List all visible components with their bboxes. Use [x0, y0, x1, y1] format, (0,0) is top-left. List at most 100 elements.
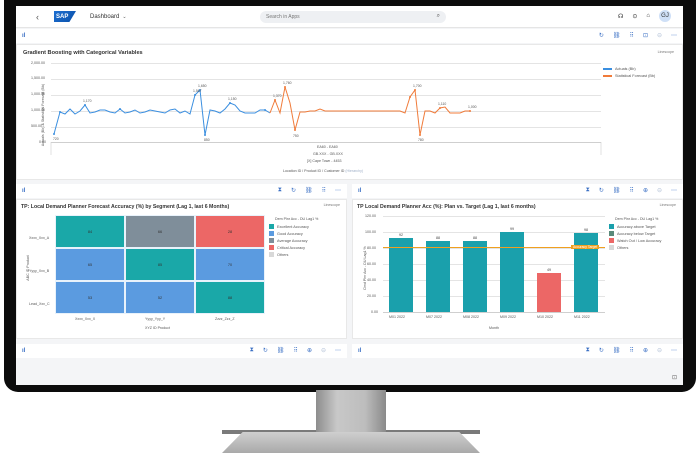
sap-logo[interactable]: SAP	[54, 11, 76, 22]
bar-m07[interactable]	[426, 241, 450, 312]
svg-text:850: 850	[204, 138, 210, 142]
chart-type-icon[interactable]: ıl	[22, 188, 26, 194]
refresh-icon[interactable]: ↻	[598, 348, 604, 354]
chart-type-icon[interactable]: ıl	[358, 188, 362, 194]
bar-m10[interactable]	[537, 273, 561, 312]
page-icon[interactable]: ⊡	[671, 375, 677, 381]
legend-item[interactable]: Accuracy below Target	[609, 231, 655, 236]
heatmap-cell[interactable]: 85	[125, 248, 195, 281]
refresh-icon[interactable]: ↻	[598, 188, 604, 194]
legend-line-swatch	[603, 75, 612, 77]
expand-icon[interactable]: ⠿	[629, 188, 634, 194]
x-tick: M01 2022	[389, 315, 405, 319]
legend-item[interactable]: Good Accuracy	[269, 231, 303, 236]
avatar[interactable]: GJ	[659, 10, 671, 22]
link-icon[interactable]: ⛓	[612, 188, 621, 194]
legend-item[interactable]: Average Accuracy	[269, 238, 308, 243]
heatmap-cell[interactable]: 66	[125, 215, 195, 248]
y-tick: 500.00	[31, 124, 42, 128]
help-icon[interactable]: ⊙	[632, 13, 638, 20]
zoom-out-icon[interactable]: ⊖	[656, 33, 662, 39]
svg-text:720: 720	[53, 137, 59, 141]
zoom-in-icon[interactable]: ⊕	[642, 348, 648, 354]
refresh-icon[interactable]: ↻	[290, 188, 296, 194]
refresh-icon[interactable]: ↻	[262, 348, 268, 354]
filter-icon[interactable]: ⧗	[249, 347, 254, 353]
legend-swatch	[269, 231, 274, 236]
search-placeholder: Search in Apps	[266, 14, 300, 20]
zoom-in-icon[interactable]: ⊕	[306, 348, 312, 354]
svg-text:1,170: 1,170	[83, 99, 92, 103]
more-icon[interactable]: ⋯	[671, 188, 677, 194]
legend-label: Good Accuracy	[277, 231, 303, 236]
legend-item[interactable]: Watch Out / Low Accuracy	[609, 238, 661, 243]
row-label: Xxxx_Xxx_A	[29, 236, 50, 240]
grid-icon[interactable]: ⠿	[629, 33, 634, 39]
heatmap-cell[interactable]: 84	[55, 215, 125, 248]
x-tick: M10 2022	[537, 315, 553, 319]
legend-item-actuals[interactable]: Actuals (Bb)	[603, 67, 636, 71]
heatmap-cell[interactable]: 28	[195, 215, 265, 248]
chart-type-icon[interactable]: ıl	[22, 33, 26, 39]
heatmap-cell[interactable]: 53	[55, 281, 125, 314]
more-icon[interactable]: ⋯	[671, 33, 677, 39]
search-icon[interactable]: ⌕	[436, 13, 440, 19]
svg-text:1,150: 1,150	[228, 97, 237, 101]
bar-m09[interactable]	[500, 232, 524, 312]
corner-label: Linescope	[659, 203, 676, 207]
x-axis-label: Month	[489, 326, 499, 330]
heatmap-cell[interactable]: 70	[195, 248, 265, 281]
legend-item[interactable]: Excellent Accuracy	[269, 224, 309, 229]
heatmap-cell[interactable]: 52	[125, 281, 195, 314]
search-input[interactable]: Search in Apps ⌕	[260, 11, 446, 23]
y-tick: 0.00	[371, 310, 378, 314]
more-icon[interactable]: ⋯	[335, 188, 341, 194]
expand-icon[interactable]: ⠿	[629, 348, 634, 354]
more-icon[interactable]: ⋯	[335, 348, 341, 354]
legend-title: Dem Plnr Acc - DU Lag1 %	[275, 217, 319, 221]
link-icon[interactable]: ⛓	[612, 33, 621, 39]
table-icon[interactable]: ⊡	[642, 33, 648, 39]
y-tick: 40.00	[367, 278, 376, 282]
chevron-down-icon[interactable]: ⌄	[122, 13, 127, 20]
expand-icon[interactable]: ⠿	[293, 348, 298, 354]
svg-text:750: 750	[293, 134, 299, 138]
gridline	[383, 232, 605, 233]
filter-icon[interactable]: ⧗	[277, 187, 282, 193]
legend-item[interactable]: Accuracy above Target	[609, 224, 656, 229]
bar-value: 98	[584, 228, 588, 232]
link-icon[interactable]: ⛓	[304, 188, 313, 194]
gridline	[51, 63, 601, 64]
legend-item[interactable]: Others	[269, 252, 288, 257]
legend-item[interactable]: Others	[609, 245, 628, 250]
link-icon[interactable]: ⛓	[612, 348, 621, 354]
app-title[interactable]: Dashboard	[90, 13, 120, 20]
y-tick: 60.00	[367, 262, 376, 266]
bar-m08[interactable]	[463, 241, 487, 312]
link-icon[interactable]: ⛓	[276, 348, 285, 354]
zoom-out-icon[interactable]: ⊖	[656, 188, 662, 194]
expand-icon[interactable]: ⠿	[321, 188, 326, 194]
back-icon[interactable]: ‹	[36, 11, 39, 22]
legend-item[interactable]: Critical Accuracy	[269, 245, 305, 250]
legend-label: Others	[617, 245, 629, 250]
bell-icon[interactable]: ⌂	[646, 13, 650, 19]
headset-icon[interactable]: ☊	[618, 13, 624, 20]
heatmap-cell[interactable]: 65	[55, 248, 125, 281]
filter-icon[interactable]: ⧗	[585, 187, 590, 193]
bar-m01[interactable]	[389, 238, 413, 312]
refresh-icon[interactable]: ↻	[598, 33, 604, 39]
legend-item-forecast[interactable]: Statistical Forecast (Bb)	[603, 74, 655, 78]
heatmap-title: TP: Local Demand Planner Forecast Accura…	[21, 204, 230, 210]
more-icon[interactable]: ⋯	[671, 348, 677, 354]
heatmap-cell[interactable]: 88	[195, 281, 265, 314]
chart-type-icon[interactable]: ıl	[358, 348, 362, 354]
chart-type-icon[interactable]: ıl	[22, 348, 26, 354]
zoom-out-icon[interactable]: ⊖	[320, 348, 326, 354]
filter-icon[interactable]: ⧗	[585, 347, 590, 353]
zoom-in-icon[interactable]: ⊕	[642, 188, 648, 194]
zoom-out-icon[interactable]: ⊖	[656, 348, 662, 354]
category-label: [X] Cape Town - 4453	[307, 159, 342, 163]
